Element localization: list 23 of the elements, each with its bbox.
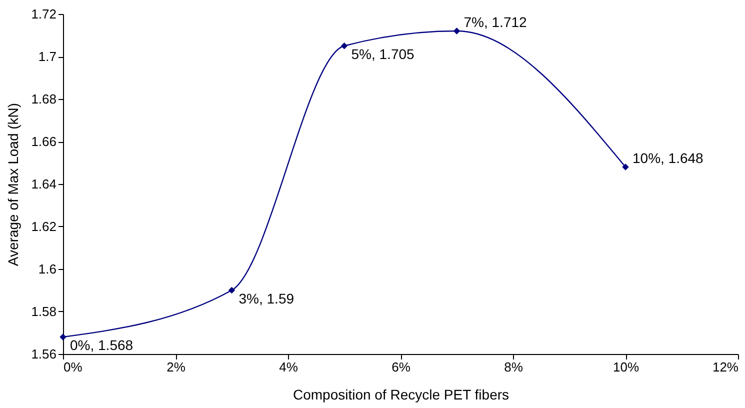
y-tick-label: 1.56	[31, 346, 56, 362]
x-tick-label: 2%	[166, 360, 186, 374]
x-tick-label: 12%	[712, 360, 739, 374]
x-tick-label: 4%	[279, 360, 298, 374]
y-tick-label: 1.68	[31, 92, 56, 106]
x-tick-label: 8%	[504, 360, 524, 374]
y-tick-label: 1.72	[31, 6, 56, 22]
data-label: 3%, 1.59	[238, 290, 294, 306]
x-axis-title: Composition of Recycle PET fibers	[292, 386, 510, 402]
y-axis-title: Average of Max Load (kN)	[5, 102, 22, 266]
y-tick-label: 1.58	[31, 304, 56, 319]
y-tick-label: 1.6	[38, 262, 56, 276]
y-tick-label: 1.64	[31, 176, 56, 192]
x-tick-label: 10%	[612, 360, 640, 374]
y-tick-label: 1.66	[31, 134, 56, 149]
data-label: 10%, 1.648	[632, 150, 704, 166]
data-label: 0%, 1.568	[70, 337, 134, 353]
x-tick-label: 0%	[64, 360, 83, 374]
data-label: 7%, 1.712	[464, 14, 528, 30]
x-tick-label: 6%	[392, 360, 411, 374]
data-label: 5%, 1.705	[351, 46, 415, 62]
y-tick-label: 1.62	[31, 219, 56, 234]
y-tick-label: 1.7	[38, 49, 56, 64]
